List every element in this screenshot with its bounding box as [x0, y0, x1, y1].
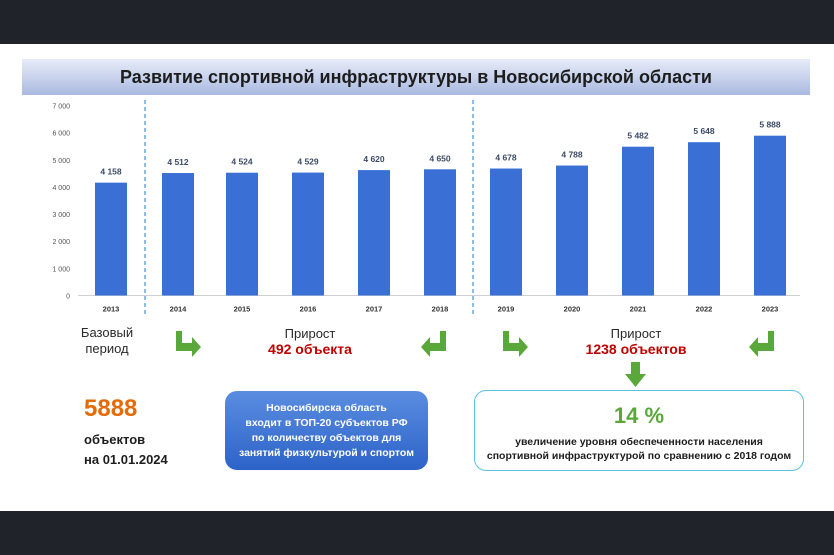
- info-line-1: Новосибирска область: [266, 401, 387, 414]
- data-label-2013: 4 158: [100, 167, 122, 177]
- growth1-start-arrow-icon: [176, 331, 201, 357]
- x-tick-label: 2020: [564, 305, 581, 314]
- title-band: Развитие спортивной инфраструктуры в Нов…: [22, 59, 810, 95]
- data-label-2021: 5 482: [627, 131, 649, 141]
- base-label-line-1: Базовый: [80, 325, 134, 340]
- data-label-2014: 4 512: [167, 157, 189, 167]
- x-tick-label: 2013: [103, 305, 120, 314]
- x-tick-label: 2014: [170, 305, 188, 314]
- bar-2017: [358, 170, 390, 296]
- count-caption-line-1: объектов: [84, 432, 146, 447]
- bar-2013: [95, 182, 127, 296]
- percent-desc-line-1: увеличение уровня обеспеченности населен…: [515, 436, 763, 448]
- bar-2016: [292, 172, 324, 296]
- percent-desc-line-2: спортивной инфраструктурой по сравнению …: [486, 450, 792, 462]
- growth1-value: 492 объекта: [268, 341, 352, 357]
- bar-2021: [622, 146, 654, 296]
- y-tick-label: 4 000: [52, 185, 70, 192]
- bar-2023: [754, 135, 786, 296]
- down-arrow-icon: [625, 362, 646, 387]
- data-label-2015: 4 524: [231, 157, 253, 167]
- percent-description: увеличение уровня обеспеченности населен…: [475, 435, 803, 463]
- percent-box: 14 % увеличение уровня обеспеченности на…: [474, 390, 804, 471]
- objects-count: 5888: [84, 395, 138, 422]
- y-tick-label: 1 000: [52, 266, 70, 273]
- x-tick-label: 2023: [762, 305, 779, 314]
- slide: Развитие спортивной инфраструктуры в Нов…: [0, 44, 834, 511]
- percent-value: 14 %: [613, 403, 665, 428]
- x-tick-label: 2017: [366, 305, 383, 314]
- data-label-2022: 5 648: [693, 126, 715, 136]
- x-tick-label: 2021: [630, 305, 647, 314]
- bar-2015: [226, 172, 258, 296]
- growth1-end-arrow-icon: [421, 331, 446, 357]
- growth1-label: Прирост: [284, 326, 336, 341]
- bar-2019: [490, 168, 522, 296]
- bar-2020: [556, 165, 588, 296]
- y-tick-label: 2 000: [52, 239, 70, 246]
- data-label-2016: 4 529: [297, 157, 319, 167]
- slide-title: Развитие спортивной инфраструктуры в Нов…: [120, 66, 712, 87]
- data-label-2017: 4 620: [363, 154, 385, 164]
- growth2-value: 1238 объектов: [585, 341, 687, 357]
- y-tick-label: 6 000: [52, 131, 70, 138]
- y-tick-label: 7 000: [52, 104, 70, 111]
- growth2-end-arrow-icon: [749, 331, 774, 357]
- y-tick-label: 5 000: [52, 158, 70, 165]
- count-caption-line-2: на 01.01.2024: [84, 452, 168, 467]
- bar-chart: 0 1 000 2 000 3 000 4 000 5 000 6 000 7 000 4 15…: [52, 100, 800, 387]
- top-letterbox: [0, 0, 834, 44]
- info-line-4: занятий физкультурой и спортом: [239, 446, 414, 459]
- data-label-2018: 4 650: [429, 153, 451, 163]
- bottom-letterbox: [0, 511, 834, 555]
- x-tick-label: 2018: [432, 305, 449, 314]
- x-tick-label: 2015: [234, 305, 251, 314]
- info-line-3: по количеству объектов для: [251, 431, 402, 444]
- data-label-2019: 4 678: [495, 153, 517, 163]
- growth2-label: Прирост: [610, 326, 662, 341]
- base-period-label: Базовый период: [72, 325, 142, 357]
- data-label-2020: 4 788: [561, 150, 583, 160]
- x-tick-label: 2016: [300, 305, 317, 314]
- data-label-2023: 5 888: [759, 120, 781, 130]
- bar-2018: [424, 169, 456, 296]
- bar-2014: [162, 173, 194, 296]
- y-tick-label: 0: [66, 294, 70, 301]
- x-tick-label: 2022: [696, 305, 713, 314]
- base-label-line-2: период: [85, 341, 129, 356]
- bar-2022: [688, 142, 720, 296]
- growth2-start-arrow-icon: [503, 331, 528, 357]
- objects-count-caption: объектов на 01.01.2024: [84, 430, 168, 470]
- x-tick-label: 2019: [498, 305, 515, 314]
- top20-info-box: Новосибирска область входит в ТОП-20 суб…: [225, 391, 428, 470]
- y-tick-label: 3 000: [52, 212, 70, 219]
- info-line-2: входит в ТОП-20 субъектов РФ: [245, 416, 408, 429]
